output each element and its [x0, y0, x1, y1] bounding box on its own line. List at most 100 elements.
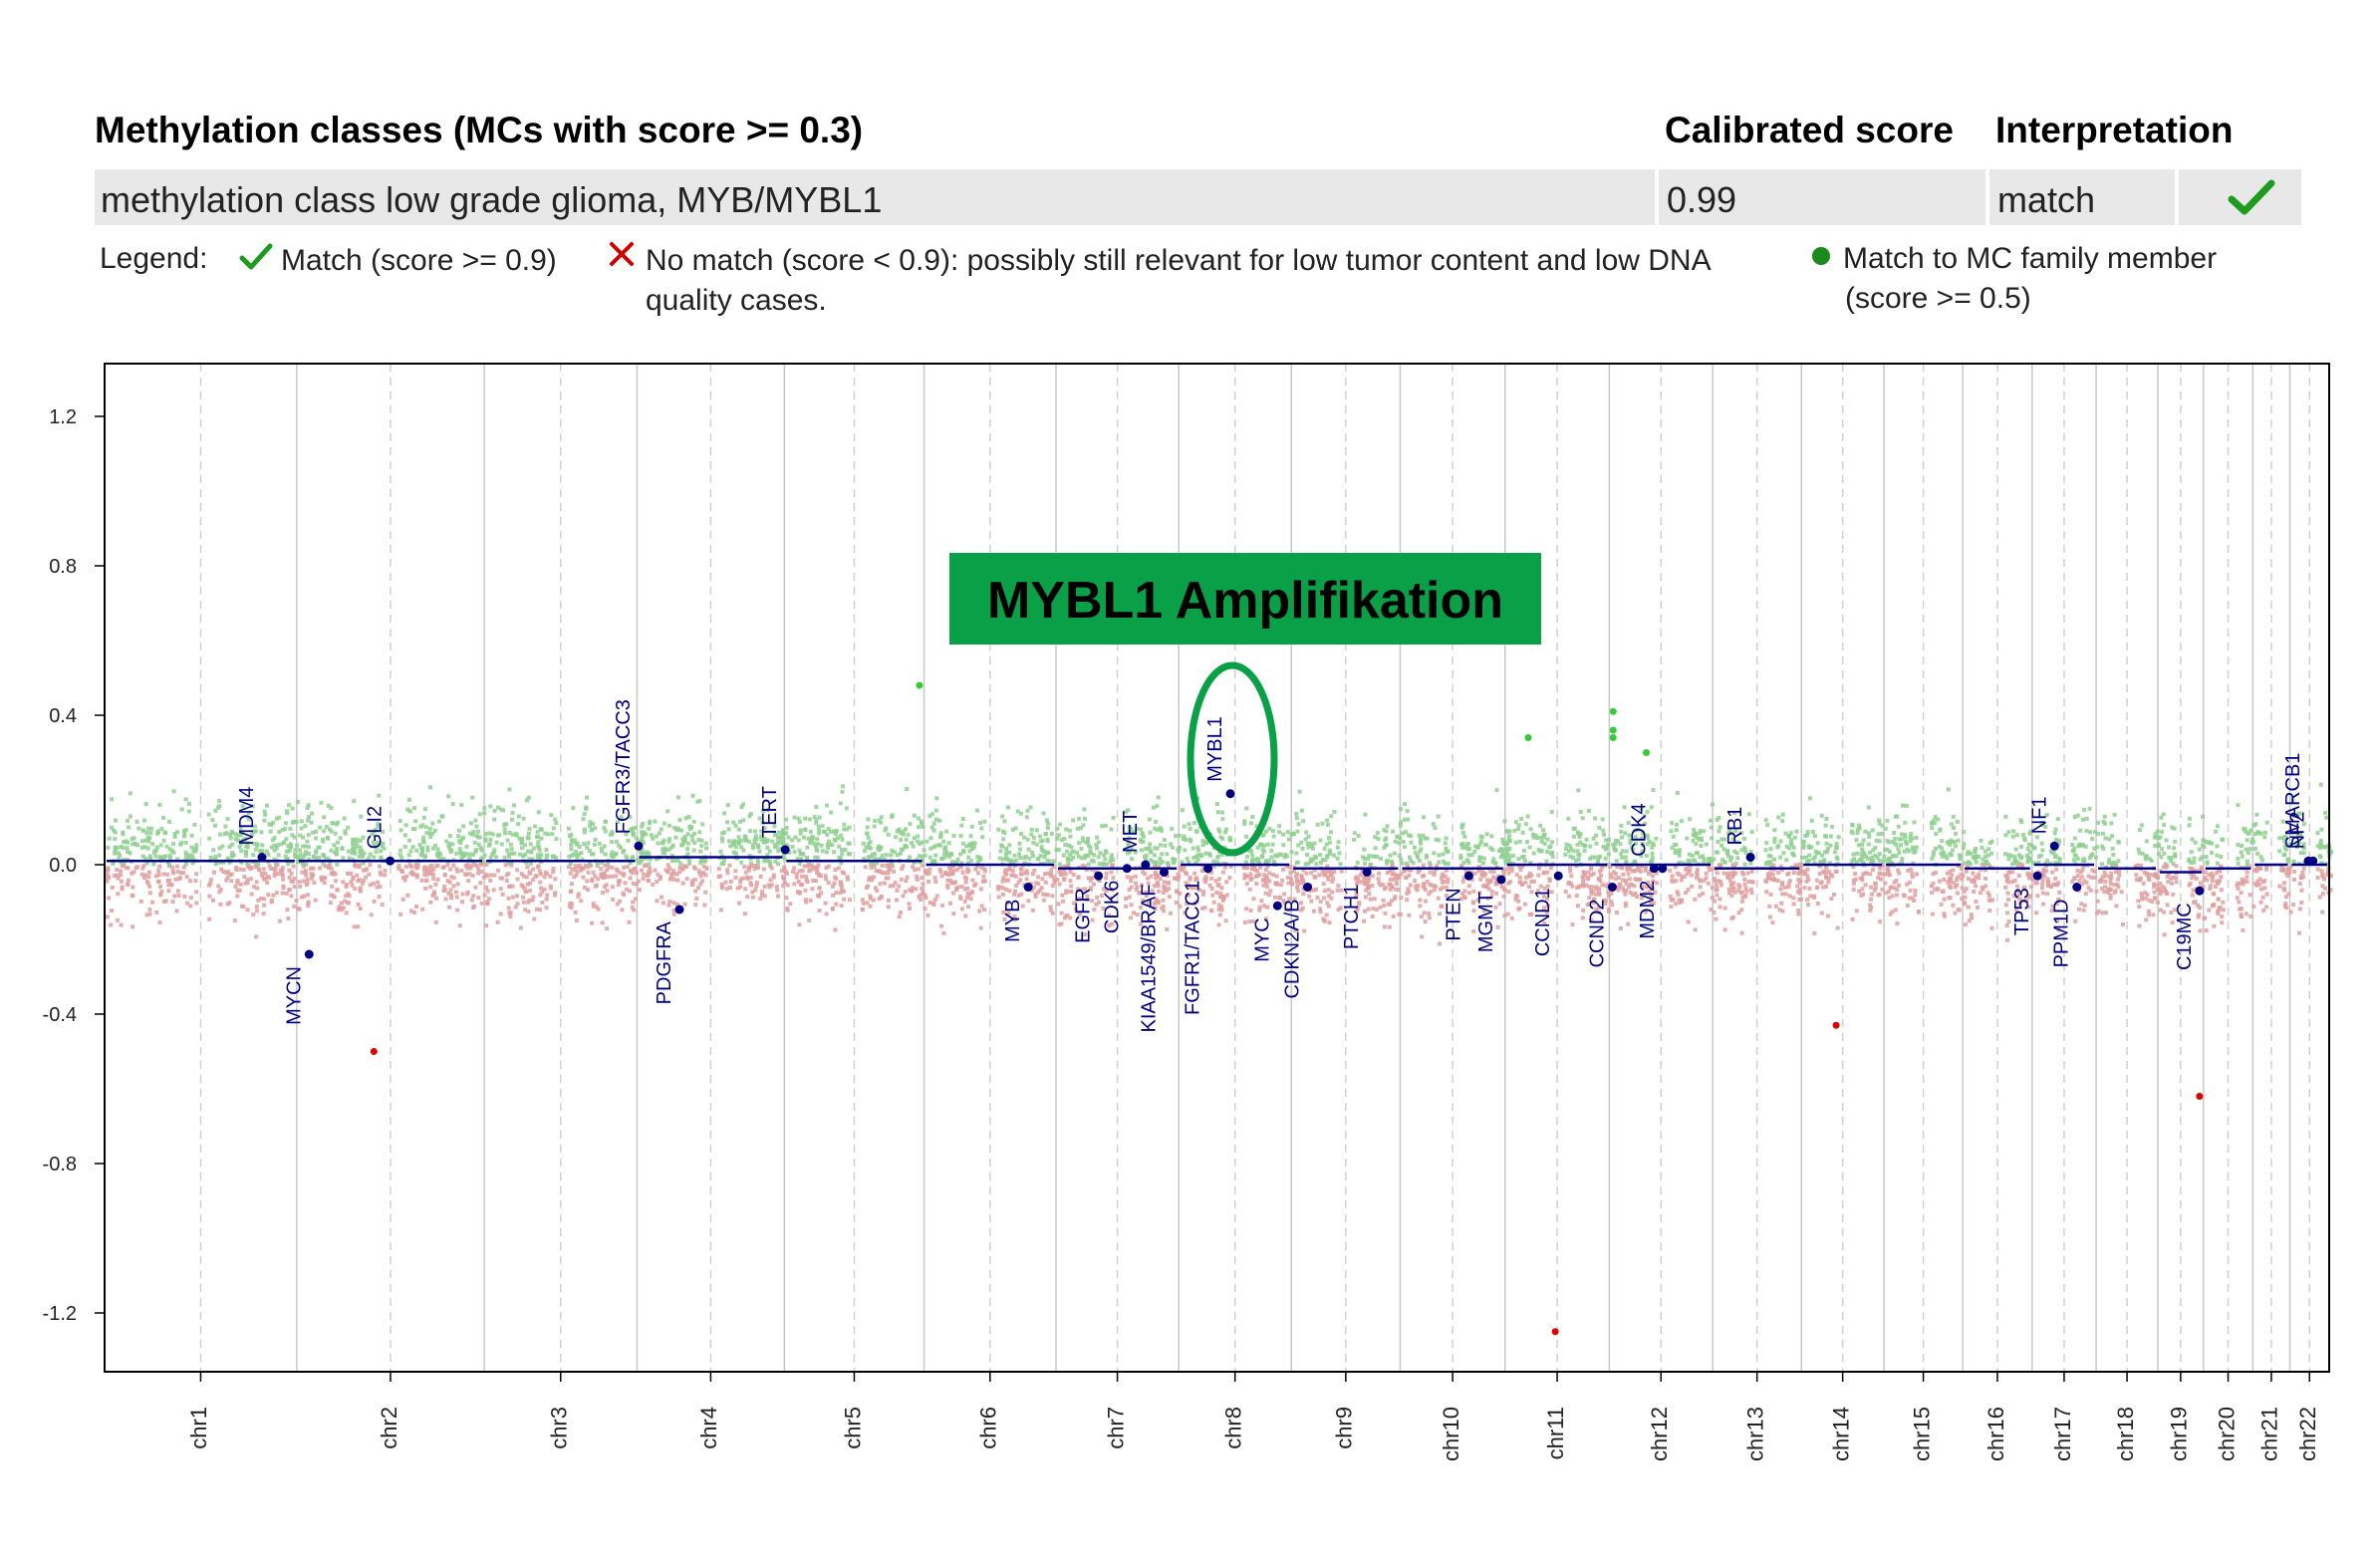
probe-point [1086, 862, 1091, 867]
probe-point [1590, 890, 1595, 895]
probe-point [341, 880, 346, 885]
probe-point [1626, 921, 1631, 926]
probe-point [1031, 835, 1036, 840]
probe-point [1622, 805, 1627, 810]
probe-point [1476, 864, 1481, 869]
probe-point [959, 907, 964, 911]
probe-point [1974, 900, 1979, 905]
probe-point [254, 865, 259, 870]
probe-point [826, 839, 831, 844]
probe-point [1382, 828, 1387, 833]
cell-divider [1655, 169, 1659, 225]
probe-point [213, 862, 218, 867]
probe-point [1056, 833, 1061, 838]
probe-point [1335, 845, 1340, 850]
probe-point [1640, 864, 1645, 869]
probe-point [375, 840, 380, 845]
probe-point [1388, 883, 1393, 888]
probe-point [1174, 834, 1178, 839]
probe-point [1336, 908, 1341, 912]
probe-point [305, 881, 310, 886]
probe-point [1590, 855, 1595, 860]
probe-point [508, 842, 513, 847]
probe-point [1294, 816, 1299, 821]
probe-point [1616, 888, 1621, 893]
probe-point [447, 905, 451, 910]
probe-point [826, 827, 831, 832]
probe-point [155, 830, 160, 835]
probe-point [491, 888, 496, 893]
probe-point [1385, 871, 1390, 876]
probe-point [252, 885, 256, 890]
probe-point [765, 838, 770, 843]
probe-point [1958, 853, 1962, 858]
probe-point [1461, 861, 1466, 866]
probe-point [1357, 880, 1362, 885]
probe-point [824, 850, 829, 855]
probe-point [1017, 852, 1022, 857]
probe-point [457, 839, 462, 844]
probe-point [1712, 857, 1717, 862]
probe-point [352, 799, 357, 804]
probe-point [113, 849, 118, 854]
probe-point [525, 849, 530, 854]
probe-point [1765, 823, 1770, 828]
probe-point [318, 866, 322, 871]
probe-point [1446, 877, 1451, 882]
probe-point [208, 855, 213, 860]
probe-point [1296, 822, 1301, 827]
probe-point [980, 835, 985, 840]
probe-point [1966, 905, 1971, 910]
probe-point [485, 901, 490, 906]
probe-point [899, 910, 903, 914]
probe-point [2014, 833, 2019, 838]
probe-point [1466, 847, 1471, 851]
probe-point [245, 881, 250, 886]
probe-point [1714, 916, 1719, 921]
probe-point [1248, 909, 1253, 912]
probe-point [1894, 843, 1899, 848]
probe-point [119, 869, 124, 874]
probe-point [1812, 895, 1817, 900]
probe-point [1306, 861, 1311, 866]
probe-point [832, 850, 837, 855]
probe-point [294, 899, 299, 903]
probe-point [735, 886, 740, 891]
probe-point [471, 906, 476, 910]
probe-point [666, 839, 671, 844]
probe-point [245, 908, 250, 912]
probe-point [1538, 884, 1543, 889]
probe-point [276, 853, 281, 858]
probe-point [674, 902, 679, 907]
probe-point [1124, 897, 1128, 901]
probe-point [1462, 834, 1467, 839]
probe-point [614, 874, 618, 879]
probe-point [1749, 880, 1754, 885]
probe-point [1985, 862, 1990, 867]
probe-point [2003, 885, 2008, 890]
probe-point [875, 889, 880, 894]
probe-point [1909, 832, 1914, 836]
probe-point [1076, 854, 1081, 859]
probe-point [1178, 865, 1183, 870]
probe-point [1190, 846, 1195, 851]
probe-point [1267, 826, 1272, 831]
probe-point [1310, 857, 1315, 862]
probe-point [1200, 839, 1205, 844]
probe-point [809, 837, 814, 842]
probe-point [125, 818, 130, 823]
probe-point [1124, 904, 1129, 909]
probe-point [725, 820, 730, 825]
probe-point [1086, 839, 1090, 844]
probe-point [716, 867, 721, 872]
probe-point [951, 881, 956, 886]
probe-point [1615, 911, 1619, 915]
probe-point [531, 895, 536, 900]
probe-point [1578, 884, 1583, 889]
probe-point [331, 894, 336, 899]
probe-point [748, 812, 753, 817]
probe-point [424, 879, 429, 884]
probe-point [1896, 847, 1901, 852]
probe-point [2027, 895, 2032, 900]
